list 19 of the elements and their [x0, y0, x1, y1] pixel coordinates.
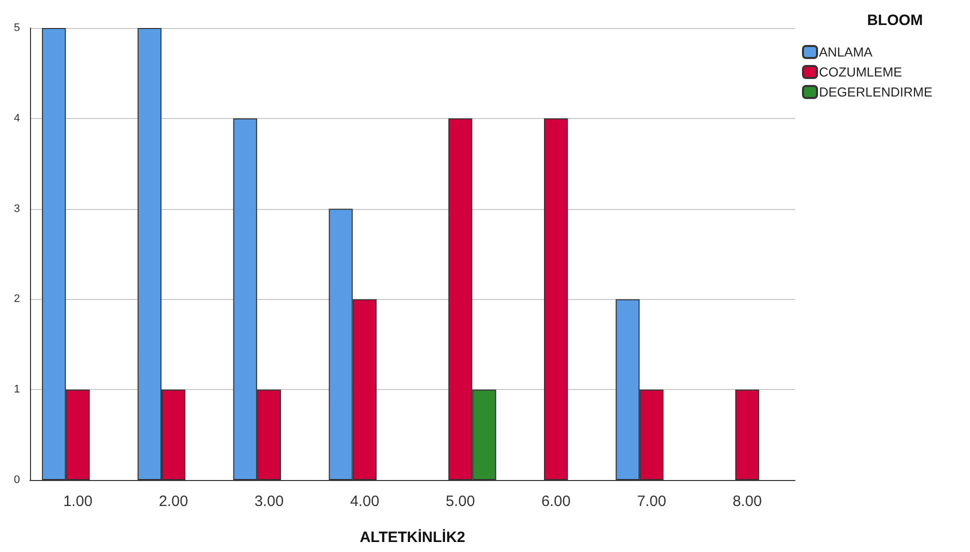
y-tick-label: 2 [14, 293, 20, 306]
y-tick-label: 1 [14, 384, 20, 396]
x-axis-title: ALTETKİNLİK2 [360, 529, 466, 546]
legend-label: ANLAMA [819, 44, 873, 60]
x-tick-label: 5.00 [446, 493, 475, 510]
x-tick-label: 4.00 [350, 493, 380, 510]
x-tick-label: 3.00 [254, 493, 284, 510]
y-tick-label: 0 [14, 474, 20, 486]
legend-title: BLOOM [867, 12, 923, 29]
x-tick-label: 8.00 [732, 493, 762, 510]
x-tick-label: 2.00 [158, 493, 188, 510]
x-tick-label: 1.00 [63, 493, 92, 510]
x-tick-label: 6.00 [541, 493, 571, 510]
legend-label: DEGERLENDIRME [819, 84, 933, 100]
y-tick-label: 5 [14, 22, 20, 34]
y-tick-label: 4 [14, 112, 20, 124]
x-tick-label: 7.00 [636, 493, 666, 510]
legend-label: COZUMLEME [819, 64, 902, 80]
y-tick-label: 3 [14, 202, 20, 215]
